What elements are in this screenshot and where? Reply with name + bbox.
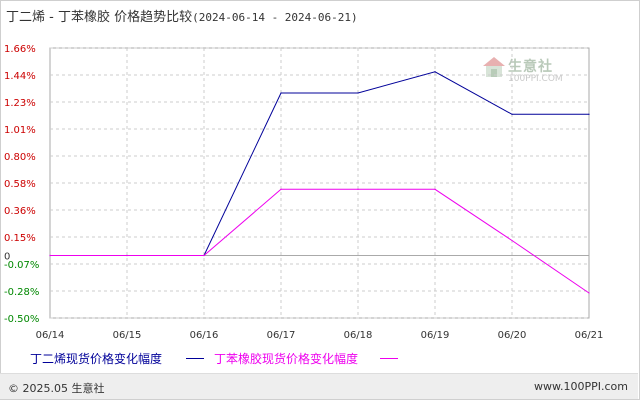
series-2-point [357,188,359,190]
y-zero-label: 0 [4,252,10,263]
series-1-point [588,113,590,115]
chart-legend: 丁二烯现货价格变化幅度 丁苯橡胶现货价格变化幅度 [0,348,640,368]
x-tick-label: 06/20 [498,330,527,341]
x-tick-label: 06/18 [344,330,373,341]
series-2-point [203,254,205,257]
x-tick-label: 06/16 [190,330,219,341]
series-1-point [280,92,282,94]
series-2-point [280,188,282,190]
series-2-point [511,239,513,242]
legend-swatch-series-2 [380,358,398,359]
x-tick-label: 06/19 [421,330,450,341]
chart-title: 丁二烯 - 丁苯橡胶 价格趋势比较(2024-06-14 - 2024-06-2… [6,6,358,25]
footer-site-link[interactable]: www.100PPI.com [534,380,628,393]
house-logo-icon [483,57,505,77]
series-2-point [126,254,128,257]
y-tick-label: 0.58% [4,179,36,190]
watermark: 生意社 100PPI.COM [482,56,563,84]
series-2-point [49,254,51,257]
y-tick-label: 1.66% [4,44,36,55]
y-tick-label: -0.28% [4,287,39,298]
series-1-point [511,113,513,115]
watermark-site: 100PPI.COM [508,74,563,84]
y-tick-label: 0.15% [4,233,36,244]
legend-label-series-1: 丁二烯现货价格变化幅度 [30,352,163,366]
line-chart: 1.66% 1.44% 1.23% 1.01% 0.80% 0.58% 0.36% 0.15%… [4,44,604,341]
series-2-point [588,292,590,294]
y-tick-label: 0.36% [4,206,36,217]
legend-swatch-series-1 [186,358,204,359]
watermark-brand: 生意社 [508,59,553,75]
y-tick-label: 0.80% [4,152,36,163]
footer-copyright: © 2025.05 生意社 [8,382,105,395]
y-tick-label: -0.07% [4,260,39,271]
chart-title-text: 丁二烯 - 丁苯橡胶 价格趋势比较 [6,10,193,25]
legend-label-series-2: 丁苯橡胶现货价格变化幅度 [214,352,359,366]
y-tick-label: 1.23% [4,98,36,109]
y-tick-label: 1.01% [4,125,36,136]
x-tick-label: 06/17 [267,330,296,341]
series-1-point [434,71,436,73]
footer-bar: © 2025.05 生意社 www.100PPI.com [0,373,638,399]
y-tick-label: -0.50% [4,314,39,325]
series-1-point [357,92,359,94]
x-tick-label: 06/21 [575,330,604,341]
chart-date-range: (2024-06-14 - 2024-06-21) [192,11,358,24]
series-line-2 [50,188,590,294]
x-tick-label: 06/14 [36,330,65,341]
y-tick-label: 1.44% [4,71,36,82]
series-line-1 [50,71,589,256]
x-tick-label: 06/15 [113,330,142,341]
series-2-point [434,188,436,190]
